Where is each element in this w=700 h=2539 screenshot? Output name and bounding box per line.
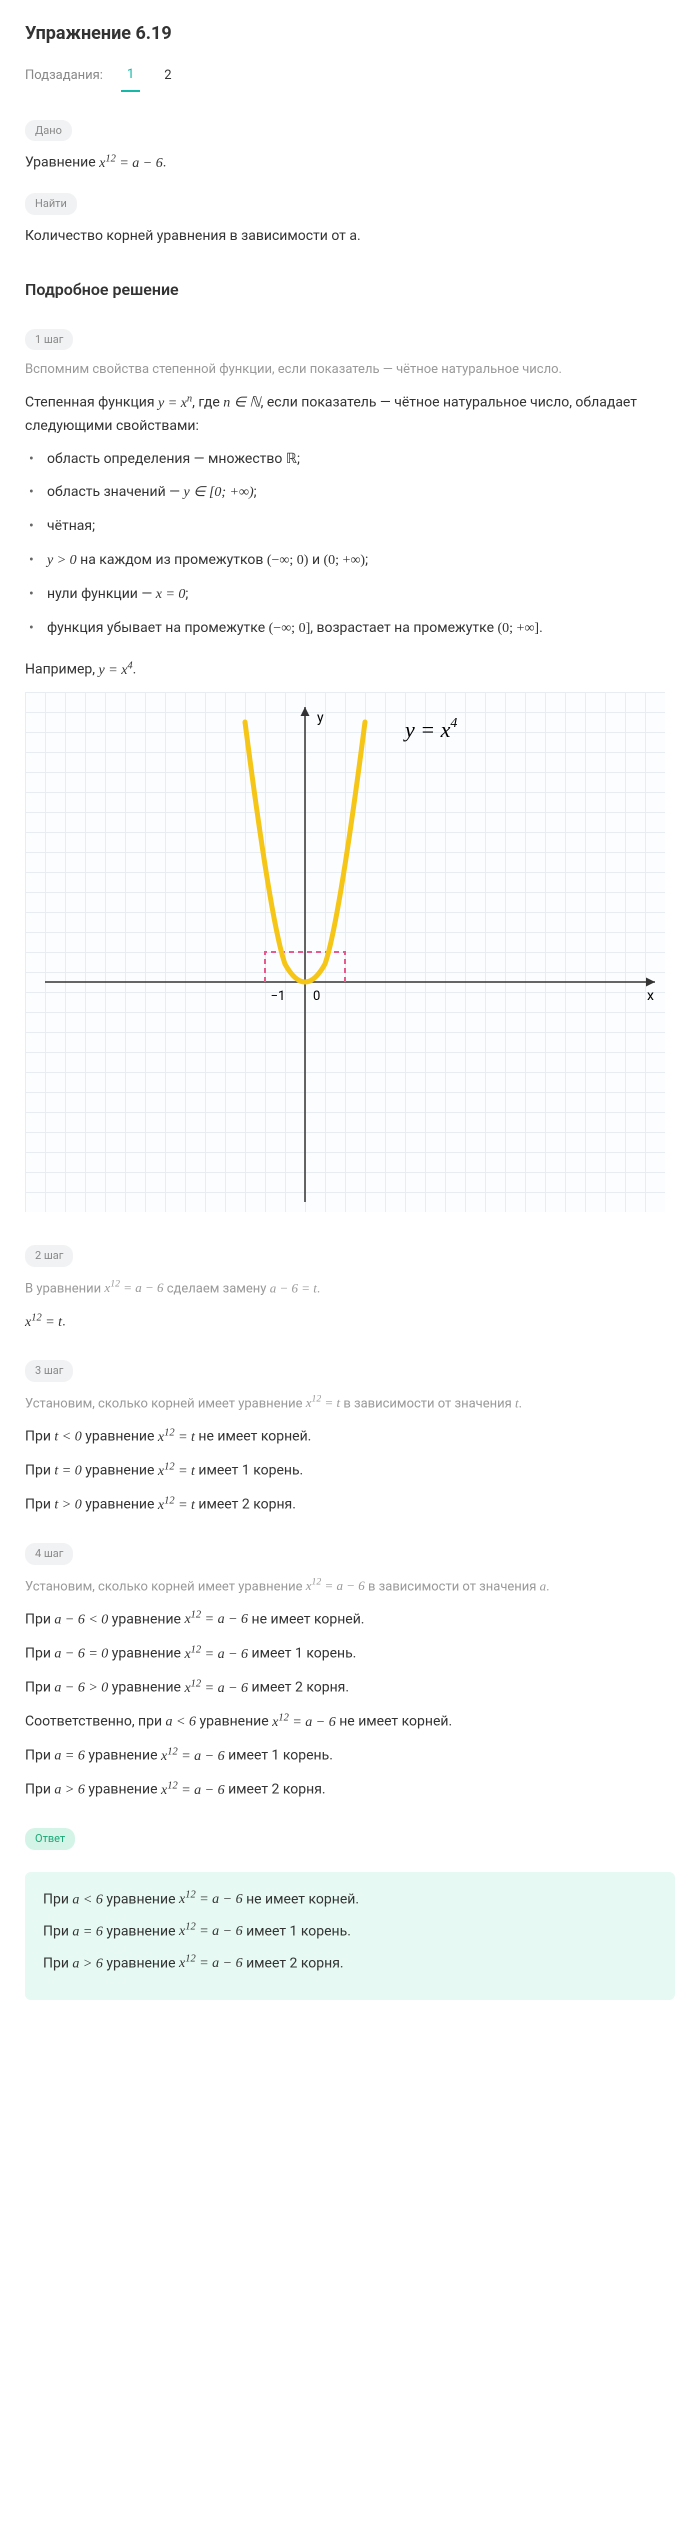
step3-l2: При t = 0 уравнение x12 = t имеет 1 коре… (25, 1459, 675, 1483)
step1-example-fn: y = x4 (99, 663, 133, 678)
answer-l1: При a < 6 уравнение x12 = a − 6 не имеет… (43, 1888, 657, 1912)
step-3: 3 шаг Установим, сколько корней имеет ур… (25, 1352, 675, 1517)
step1-intro: Степенная функция y = xn, где n ∈ ℕ, есл… (25, 391, 675, 437)
step1-example-suffix: . (133, 662, 137, 678)
step4-hint: Установим, сколько корней имеет уравнени… (25, 1575, 675, 1598)
prop-item: функция убывает на промежутке (−∞; 0], в… (47, 617, 675, 641)
y-label: y (317, 710, 324, 726)
step2-badge: 2 шаг (25, 1245, 73, 1267)
exercise-title: Упражнение 6.19 (25, 20, 675, 49)
step-2: 2 шаг В уравнении x12 = a − 6 сделаем за… (25, 1237, 675, 1334)
answer-badge: Ответ (25, 1828, 75, 1850)
step1-example: Например, y = x4. (25, 658, 675, 682)
find-block: Найти Количество корней уравнения в зави… (25, 185, 675, 247)
step3-badge: 3 шаг (25, 1360, 73, 1382)
answer-block: Ответ При a < 6 уравнение x12 = a − 6 не… (25, 1820, 675, 2000)
answer-box: При a < 6 уравнение x12 = a − 6 не имеет… (25, 1872, 675, 2000)
step3-l3: При t > 0 уравнение x12 = t имеет 2 корн… (25, 1493, 675, 1517)
given-prefix: Уравнение (25, 155, 99, 171)
step4-l4: Соответственно, при a < 6 уравнение x12 … (25, 1710, 675, 1734)
step4-l1: При a − 6 < 0 уравнение x12 = a − 6 не и… (25, 1608, 675, 1632)
prop-item: область значений — y ∈ [0; +∞); (47, 481, 675, 505)
properties-list: область определения — множество ℝ; облас… (25, 448, 675, 641)
solution-heading: Подробное решение (25, 277, 675, 303)
step3-hint: Установим, сколько корней имеет уравнени… (25, 1392, 675, 1415)
tick-0: 0 (313, 989, 320, 1004)
given-text: Уравнение x12 = a − 6. (25, 151, 675, 175)
x-label: x (647, 988, 654, 1004)
step-4: 4 шаг Установим, сколько корней имеет ур… (25, 1535, 675, 1802)
step4-l2: При a − 6 = 0 уравнение x12 = a − 6 имее… (25, 1642, 675, 1666)
answer-l3: При a > 6 уравнение x12 = a − 6 имеет 2 … (43, 1952, 657, 1976)
fn-label: y = x4 (403, 716, 457, 742)
step1-intro-a: Степенная функция (25, 395, 158, 411)
find-text: Количество корней уравнения в зависимост… (25, 225, 675, 247)
find-badge: Найти (25, 193, 77, 215)
step1-fn-cond: n ∈ ℕ (223, 396, 260, 411)
step2-hint: В уравнении x12 = a − 6 сделаем замену a… (25, 1277, 675, 1300)
given-suffix: . (163, 155, 167, 171)
step1-example-prefix: Например, (25, 662, 99, 678)
prop-item: чётная; (47, 515, 675, 539)
answer-l2: При a = 6 уравнение x12 = a − 6 имеет 1 … (43, 1920, 657, 1944)
prop-item: область определения — множество ℝ; (47, 448, 675, 472)
step3-l1: При t < 0 уравнение x12 = t не имеет кор… (25, 1425, 675, 1449)
prop-item: y > 0 на каждом из промежутков (−∞; 0) и… (47, 549, 675, 573)
tick-m1: −1 (271, 989, 286, 1004)
step1-fn: y = xn (158, 396, 192, 411)
subtask-tab-1[interactable]: 1 (121, 61, 140, 92)
step4-l5: При a = 6 уравнение x12 = a − 6 имеет 1 … (25, 1744, 675, 1768)
step-1: 1 шаг Вспомним свойства степенной функци… (25, 321, 675, 683)
step4-l3: При a − 6 > 0 уравнение x12 = a − 6 имее… (25, 1676, 675, 1700)
given-equation: x12 = a − 6 (99, 156, 163, 171)
graph-svg: y x −1 0 y = x4 (25, 692, 665, 1212)
subtasks-label: Подзадания: (25, 66, 103, 87)
step1-hint: Вспомним свойства степенной функции, есл… (25, 360, 675, 381)
step4-l6: При a > 6 уравнение x12 = a − 6 имеет 2 … (25, 1778, 675, 1802)
step4-badge: 4 шаг (25, 1543, 73, 1565)
given-badge: Дано (25, 120, 72, 142)
step2-line: x12 = t. (25, 1310, 675, 1334)
graph: y x −1 0 y = x4 (25, 692, 665, 1212)
step1-badge: 1 шаг (25, 329, 73, 351)
subtask-tab-2[interactable]: 2 (158, 62, 177, 91)
prop-item: нули функции — x = 0; (47, 583, 675, 607)
subtasks-nav: Подзадания: 1 2 (25, 61, 675, 92)
given-block: Дано Уравнение x12 = a − 6. (25, 112, 675, 176)
step1-intro-b: , где (192, 395, 223, 411)
